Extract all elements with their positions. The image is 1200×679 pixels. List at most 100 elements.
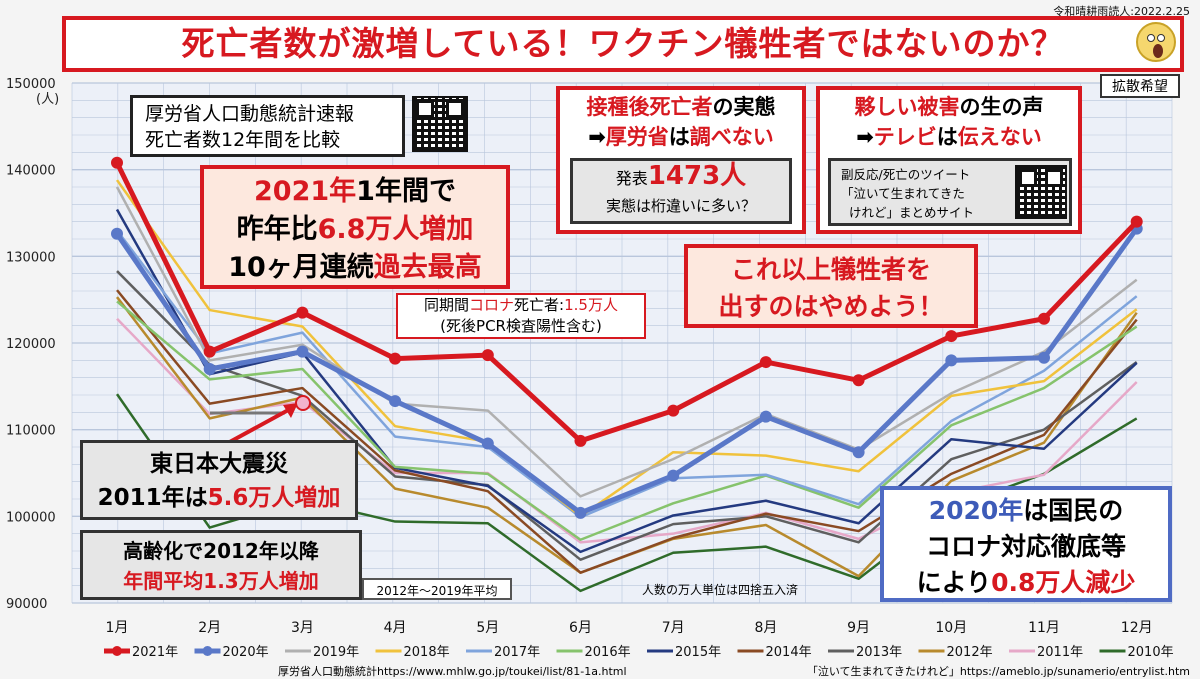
legend: 2021年 2020年 2019年 2018年 2017年 2016年 2015年 2014年…	[104, 645, 1174, 660]
legend-label: 2010年	[1128, 645, 1174, 660]
point-2020-2	[203, 363, 216, 375]
y-tick-label: 150000	[6, 77, 56, 92]
legend-label: 2014年	[766, 645, 812, 660]
damage-voices-box: 夥しい被害の生の声 ➡テレビは伝えない 副反応/死亡のツイート 「泣いて生まれて…	[816, 86, 1082, 234]
eq-arrow-head	[283, 403, 298, 418]
covid-deaths-label: 死亡者:	[514, 296, 565, 314]
legend-marker	[112, 646, 122, 656]
vax-announced-label: 発表	[615, 169, 648, 188]
point-2020-4	[389, 395, 402, 408]
x-tick-label: 5月	[476, 620, 499, 636]
dmg-voices: の生の声	[959, 95, 1044, 119]
dmg-site2: けれど」まとめサイト	[849, 205, 975, 220]
point-2020-8	[759, 410, 772, 423]
vax-announced: 発表1473人	[573, 161, 789, 194]
covid-deaths-box: 同期間コロナ死亡者:1.5万人 (死後PCR検査陽性含む)	[396, 293, 646, 339]
point-2021-6	[574, 434, 587, 447]
vax-deaths: 接種後死亡者	[586, 95, 713, 119]
series-lines	[111, 156, 1143, 593]
avg-note-text: 2012年～2019年平均	[376, 584, 498, 598]
dmg-massive: 夥しい被害	[854, 95, 960, 119]
point-2021-8	[759, 356, 772, 369]
source-left: 厚労省人口動態統計https://www.mhlw.go.jp/toukei/l…	[278, 660, 698, 679]
y-tick-label: 100000	[6, 510, 56, 525]
earthquake-box: 東日本大震災 2011年は5.6万人増加	[80, 440, 358, 520]
x-tick-label: 12月	[1121, 620, 1153, 636]
y-tick-label: 130000	[6, 250, 56, 265]
vax-reality: の実態	[712, 95, 776, 119]
point-2021-3	[296, 306, 309, 319]
series-line-2017	[116, 229, 1138, 519]
y-tick-label: 140000	[6, 164, 56, 179]
y2021-compare: 昨年比	[236, 214, 318, 245]
x-tick-label: 10月	[935, 620, 967, 636]
legend-label: 2018年	[404, 645, 450, 660]
eq-increase: 5.6万人増加	[207, 485, 341, 511]
vax-particle: は	[668, 125, 690, 149]
vax-reality-question: 実態は桁違いに多い？	[605, 197, 756, 215]
point-2020-6	[574, 506, 587, 519]
legend-label: 2020年	[223, 645, 269, 660]
covid-line2: (死後PCR検査陽性含む)	[440, 317, 602, 335]
legend-marker	[202, 646, 213, 656]
dmg-title2: ➡テレビは伝えない	[820, 122, 1078, 152]
arrow-right-icon: ➡	[856, 125, 874, 149]
y2021-period: 1年間で	[356, 176, 456, 207]
covid-word: コロナ	[469, 296, 515, 314]
series-line-2014	[116, 289, 1138, 574]
dmg-not-report: 伝えない	[957, 125, 1042, 149]
aging-line2: 年間平均1.3万人増加	[123, 569, 319, 593]
point-2021-5	[481, 349, 494, 362]
eq-line2: 2011年は5.6万人増加	[83, 481, 355, 515]
point-2020-9	[852, 446, 865, 459]
qr-code-icon	[412, 96, 468, 152]
mhlw-line2: 死亡者数12年間を比較	[145, 129, 341, 151]
y-axis-ticks: 90000 100000 110000 120000 130000 140000 15000…	[6, 77, 56, 612]
vax-title1: 接種後死亡者の実態	[560, 92, 802, 122]
rounding-note-text: 人数の万人単位は四捨五入済	[641, 583, 798, 597]
y2020-by: により	[916, 568, 992, 597]
point-2021-2	[203, 345, 216, 358]
point-2021-9	[852, 374, 865, 387]
credit: 令和晴耕雨読人:2022.2.25	[1020, 3, 1190, 19]
y2020-box: 2020年は国民の コロナ対応徹底等 により0.8万人減少	[880, 486, 1172, 602]
x-tick-label: 8月	[754, 620, 777, 636]
source-right-text: 「泣いて生まれてきたけれど」https://ameblo.jp/sunameri…	[806, 665, 1190, 678]
series-line-2019	[115, 186, 1138, 498]
point-2020-10	[945, 354, 958, 367]
vax-ministry: 厚労省	[605, 125, 669, 149]
qr-code-icon	[1015, 165, 1067, 219]
mhlw-line1: 厚労省人口動態統計速報	[145, 103, 355, 125]
vaccine-deaths-box: 接種後死亡者の実態 ➡厚労省は調べない 発表1473人 実態は桁違いに多い？	[556, 86, 806, 234]
x-axis-ticks: 1月 2月 3月 4月 5月 6月 7月 8月 9月 10月 11月 12月	[106, 620, 1153, 636]
point-2020-7	[667, 469, 680, 482]
dmg-particle: は	[936, 125, 958, 149]
point-2020-5	[481, 437, 494, 450]
dmg-inner-box: 副反応/死亡のツイート 「泣いて生まれてきた けれど」まとめサイト	[828, 158, 1072, 226]
stop-line1: これ以上犠牲者を	[730, 255, 931, 284]
point-2021-7	[667, 404, 680, 417]
x-tick-label: 9月	[847, 620, 870, 636]
y2020-citizens: は国民の	[1023, 496, 1124, 525]
credit-text: 令和晴耕雨読人:2022.2.25	[1053, 5, 1190, 18]
point-2021-12	[1130, 215, 1143, 228]
eq-line1: 東日本大震災	[150, 451, 288, 477]
share-text: 拡散希望	[1112, 79, 1168, 95]
scream-face-icon	[1136, 22, 1176, 62]
y2021-line3: 10ヶ月連続過去最高	[204, 249, 506, 287]
legend-label: 2016年	[585, 645, 631, 660]
stop-line2: 出すのはやめよう！	[718, 292, 944, 321]
series-line-2021	[114, 161, 1139, 444]
series-line-2016	[116, 300, 1138, 541]
x-tick-label: 7月	[662, 620, 685, 636]
covid-period: 同期間	[424, 296, 470, 314]
covid-line1: 同期間コロナ死亡者:1.5万人	[398, 295, 644, 316]
y-tick-label: 120000	[6, 337, 56, 352]
legend-label: 2012年	[947, 645, 993, 660]
covid-deaths-value: 1.5万人	[564, 296, 618, 314]
source-right: 「泣いて生まれてきたけれど」https://ameblo.jp/sunameri…	[760, 660, 1190, 679]
legend-label: 2015年	[675, 645, 721, 660]
point-2020-3	[296, 345, 309, 358]
y2021-consecutive: 10ヶ月連続	[228, 252, 374, 283]
point-2021-1	[111, 156, 123, 169]
